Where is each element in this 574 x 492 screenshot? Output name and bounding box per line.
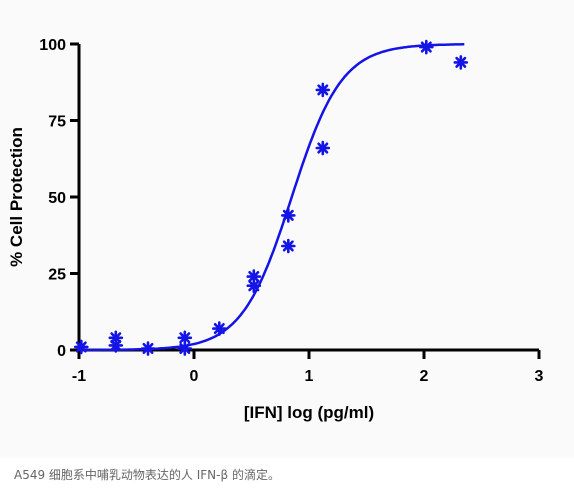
x-ticks: -1 0 1 2 3 (72, 350, 544, 385)
data-point (177, 341, 193, 356)
x-axis-title: [IFN] log (pg/ml) (244, 403, 374, 422)
y-tick-label: 25 (48, 267, 66, 284)
x-tick-label: 3 (535, 368, 544, 385)
x-tick-label: 2 (420, 368, 429, 385)
y-tick-label: 0 (57, 343, 66, 360)
data-point (140, 341, 156, 356)
fit-curve (79, 43, 465, 352)
y-ticks: 0 25 50 75 100 (39, 37, 79, 360)
x-tick-label: 1 (305, 368, 314, 385)
titration-chart: 0 25 50 75 100 -1 0 1 2 3 [IFN] log (pg/ml) % Ce… (7, 37, 544, 422)
data-point (315, 140, 331, 156)
y-tick-label: 50 (48, 190, 66, 207)
y-tick-label: 75 (48, 114, 66, 131)
data-point (453, 55, 469, 70)
data-point (74, 339, 89, 355)
data-point (315, 82, 331, 98)
data-point (280, 238, 296, 254)
chart-frame: 0 25 50 75 100 -1 0 1 2 3 [IFN] log (pg/ml) % Ce… (7, 37, 544, 422)
figure-caption: A549 细胞系中哺乳动物表达的人 IFN-β 的滴定。 (14, 468, 280, 482)
data-point (280, 208, 296, 223)
data-points-layer (74, 39, 469, 356)
x-tick-label: 0 (190, 368, 199, 385)
data-point (246, 278, 262, 294)
data-point (212, 321, 227, 336)
axes (77, 44, 539, 352)
fit-curve-layer (79, 43, 465, 352)
data-point (108, 338, 124, 353)
data-point (418, 39, 434, 55)
x-tick-label: -1 (72, 368, 86, 385)
y-axis-title: % Cell Protection (7, 127, 26, 267)
y-tick-label: 100 (39, 37, 66, 54)
